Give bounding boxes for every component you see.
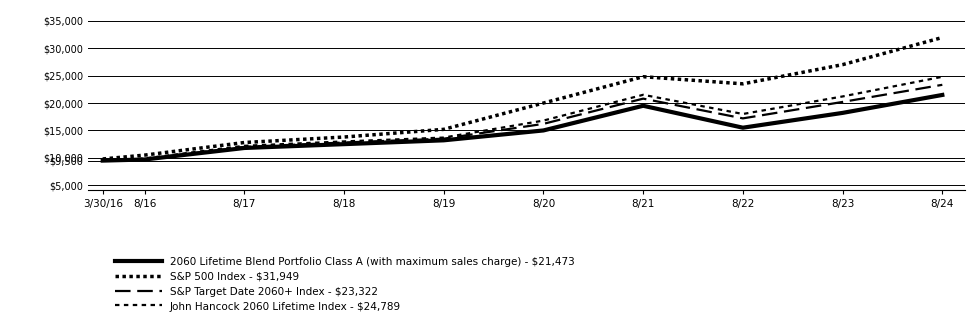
John Hancock 2060 Lifetime Index - $24,789 [638, 93, 649, 97]
S&P 500 Index - $31,949 [239, 141, 251, 145]
John Hancock 2060 Lifetime Index - $24,789 [239, 144, 251, 148]
S&P 500 Index - $31,949 [97, 157, 108, 161]
S&P 500 Index - $31,949 [438, 128, 449, 131]
John Hancock 2060 Lifetime Index - $24,789 [438, 136, 449, 140]
S&P 500 Index - $31,949 [338, 135, 350, 139]
S&P Target Date 2060+ Index - $23,322 [737, 116, 749, 120]
John Hancock 2060 Lifetime Index - $24,789 [936, 75, 948, 79]
John Hancock 2060 Lifetime Index - $24,789 [97, 159, 108, 163]
John Hancock 2060 Lifetime Index - $24,789 [837, 95, 848, 98]
2060 Lifetime Blend Portfolio Class A (with maximum sales charge) - $21,473 [638, 104, 649, 108]
S&P Target Date 2060+ Index - $23,322 [537, 122, 549, 126]
2060 Lifetime Blend Portfolio Class A (with maximum sales charge) - $21,473 [138, 158, 150, 162]
John Hancock 2060 Lifetime Index - $24,789 [338, 139, 350, 143]
John Hancock 2060 Lifetime Index - $24,789 [737, 112, 749, 116]
Line: John Hancock 2060 Lifetime Index - $24,789: John Hancock 2060 Lifetime Index - $24,7… [102, 77, 942, 161]
Legend: 2060 Lifetime Blend Portfolio Class A (with maximum sales charge) - $21,473, S&P: 2060 Lifetime Blend Portfolio Class A (w… [110, 252, 579, 316]
2060 Lifetime Blend Portfolio Class A (with maximum sales charge) - $21,473 [97, 159, 108, 163]
S&P Target Date 2060+ Index - $23,322 [438, 137, 449, 141]
2060 Lifetime Blend Portfolio Class A (with maximum sales charge) - $21,473 [239, 146, 251, 150]
S&P Target Date 2060+ Index - $23,322 [338, 141, 350, 145]
S&P 500 Index - $31,949 [837, 63, 848, 67]
Line: 2060 Lifetime Blend Portfolio Class A (with maximum sales charge) - $21,473: 2060 Lifetime Blend Portfolio Class A (w… [102, 95, 942, 161]
2060 Lifetime Blend Portfolio Class A (with maximum sales charge) - $21,473 [338, 142, 350, 146]
S&P Target Date 2060+ Index - $23,322 [638, 97, 649, 101]
S&P Target Date 2060+ Index - $23,322 [936, 83, 948, 87]
Line: S&P Target Date 2060+ Index - $23,322: S&P Target Date 2060+ Index - $23,322 [102, 85, 942, 161]
S&P Target Date 2060+ Index - $23,322 [239, 145, 251, 149]
John Hancock 2060 Lifetime Index - $24,789 [537, 119, 549, 123]
S&P 500 Index - $31,949 [537, 101, 549, 105]
John Hancock 2060 Lifetime Index - $24,789 [138, 156, 150, 160]
Line: S&P 500 Index - $31,949: S&P 500 Index - $31,949 [102, 38, 942, 159]
2060 Lifetime Blend Portfolio Class A (with maximum sales charge) - $21,473 [438, 138, 449, 142]
2060 Lifetime Blend Portfolio Class A (with maximum sales charge) - $21,473 [837, 111, 848, 115]
S&P Target Date 2060+ Index - $23,322 [138, 157, 150, 161]
S&P Target Date 2060+ Index - $23,322 [837, 100, 848, 104]
S&P 500 Index - $31,949 [138, 153, 150, 157]
S&P Target Date 2060+ Index - $23,322 [97, 159, 108, 163]
2060 Lifetime Blend Portfolio Class A (with maximum sales charge) - $21,473 [936, 93, 948, 97]
S&P 500 Index - $31,949 [737, 82, 749, 86]
2060 Lifetime Blend Portfolio Class A (with maximum sales charge) - $21,473 [737, 126, 749, 130]
S&P 500 Index - $31,949 [638, 75, 649, 79]
2060 Lifetime Blend Portfolio Class A (with maximum sales charge) - $21,473 [537, 129, 549, 132]
S&P 500 Index - $31,949 [936, 36, 948, 40]
